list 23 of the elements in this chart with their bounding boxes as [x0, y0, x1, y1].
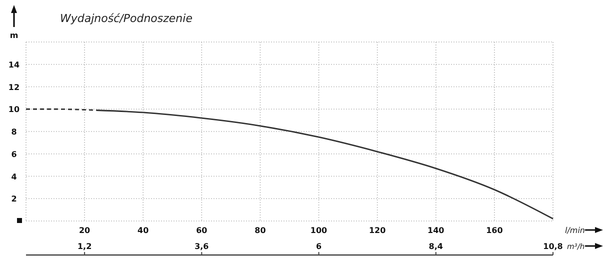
x2-tick-label: 3,6 — [194, 242, 210, 251]
x-tick-label: 80 — [254, 226, 266, 235]
x-tick-label: 40 — [138, 226, 150, 235]
y-axis-title: m — [10, 31, 18, 40]
y-tick-label: 2 — [11, 194, 17, 204]
x2-tick-label: 6 — [316, 242, 322, 251]
y-tick-label: 6 — [11, 150, 18, 159]
x2-tick-label: 10,8 — [543, 242, 564, 251]
y-tick-label: 14 — [8, 60, 20, 70]
x-tick-label: 120 — [368, 226, 386, 235]
x-tick-label: 20 — [78, 226, 91, 235]
y-tick-label: 10 — [8, 105, 20, 114]
chart-title: Wydajność/Podnoszenie — [60, 12, 193, 25]
x-tick-label: 60 — [196, 226, 208, 235]
y-tick-label: 12 — [8, 82, 20, 92]
x-tick-label: 160 — [486, 226, 504, 235]
x-tick-label: 140 — [428, 226, 445, 235]
y-tick-label: 4 — [11, 172, 18, 182]
x-axis-title: l/min — [565, 226, 586, 235]
x2-tick-label: 1,2 — [77, 242, 92, 251]
x-tick-label: 100 — [310, 226, 328, 235]
y-tick-label: 8 — [11, 128, 18, 136]
x2-tick-label: 8,4 — [428, 242, 444, 251]
